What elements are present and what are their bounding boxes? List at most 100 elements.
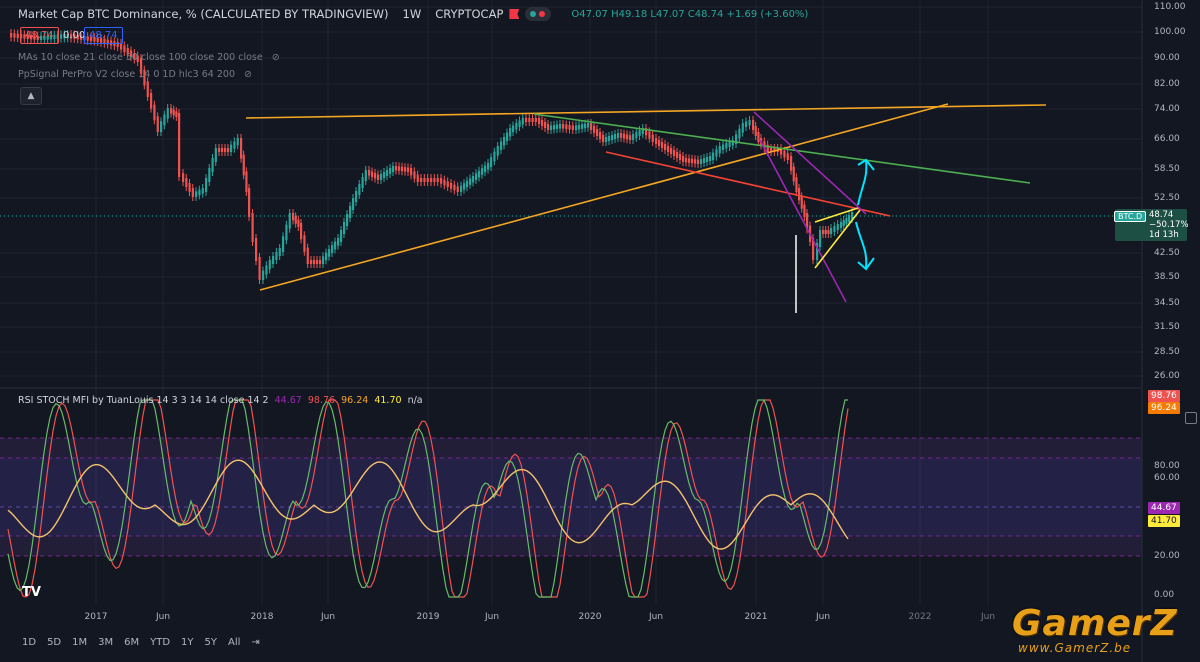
- period-6m[interactable]: 6M: [124, 637, 140, 648]
- rsi-tag-3: 44.67: [1148, 502, 1180, 514]
- candle-body: [803, 204, 806, 217]
- flag-icon[interactable]: [509, 9, 520, 19]
- buy-price-box[interactable]: 48.74: [84, 27, 123, 44]
- candle-body: [368, 170, 371, 176]
- up-arrow-head: [857, 158, 875, 171]
- rsi-value-3: 96.24: [341, 395, 369, 406]
- candle-body: [404, 167, 407, 172]
- time-tick-label: Jun: [980, 612, 996, 622]
- sell-price-box[interactable]: 48.74: [20, 27, 59, 44]
- candle-body: [377, 174, 380, 180]
- period-5d[interactable]: 5D: [47, 637, 62, 648]
- candle-body: [262, 270, 265, 280]
- rsi-title: RSI STOCH MFI by TuanLouis 14 3 3 14 14 …: [18, 395, 269, 406]
- candle-body: [43, 35, 46, 40]
- market-status-icon[interactable]: [525, 7, 552, 21]
- period-3m[interactable]: 3M: [98, 637, 114, 648]
- candle-body: [550, 125, 553, 130]
- candle-body: [282, 236, 285, 252]
- price-tick-label: 28.50: [1154, 347, 1180, 357]
- ppsignal-indicator-label[interactable]: PpSignal PerPro V2 close 14 0 1D hlc3 64…: [18, 69, 252, 80]
- candle-body: [547, 124, 550, 130]
- candle-body: [752, 120, 755, 130]
- candle-body: [587, 123, 590, 128]
- candle-body: [172, 109, 175, 116]
- scale-settings-icon[interactable]: [1185, 412, 1197, 424]
- candle-body: [667, 146, 670, 152]
- candle-body: [188, 183, 191, 192]
- rsi-tag-2: 96.24: [1148, 402, 1180, 414]
- candle-body: [562, 124, 565, 129]
- candle-body: [352, 198, 355, 210]
- period-1y[interactable]: 1Y: [181, 637, 194, 648]
- candle-body: [798, 188, 801, 201]
- candle-body: [664, 144, 667, 150]
- candle-body: [773, 148, 776, 152]
- tradingview-logo[interactable]: TV: [22, 585, 41, 600]
- candle-body: [578, 124, 581, 130]
- period-5y[interactable]: 5Y: [204, 637, 218, 648]
- period-ytd[interactable]: YTD: [150, 637, 171, 648]
- candle-body: [110, 40, 113, 46]
- candle-body: [506, 132, 509, 141]
- candle-body: [632, 134, 635, 140]
- candle-body: [673, 150, 676, 156]
- ma-indicator-text: MAs 10 close 21 close 50 close 100 close…: [18, 52, 263, 63]
- green-trendline: [533, 113, 1031, 184]
- price-tick-label: 26.00: [1154, 371, 1180, 381]
- candle-body: [487, 163, 490, 170]
- candle-body: [96, 37, 99, 42]
- candle-body: [528, 118, 531, 122]
- candle-body: [313, 260, 316, 264]
- candle-body: [80, 35, 83, 40]
- candle-body: [166, 108, 169, 119]
- candle-body: [383, 172, 386, 178]
- interval-label[interactable]: 1W: [402, 7, 422, 21]
- time-tick-label: Jun: [648, 612, 664, 622]
- eye-hidden-icon[interactable]: ⊘: [244, 69, 252, 80]
- rsi-bands: [0, 437, 1142, 557]
- candle-body: [93, 37, 96, 42]
- price-tick-label: 38.50: [1154, 272, 1180, 282]
- candle-body: [490, 157, 493, 167]
- candle-body: [430, 178, 433, 182]
- candle-body: [133, 53, 136, 60]
- candle-body: [248, 188, 251, 217]
- candle-body: [851, 212, 854, 219]
- candle-body: [766, 144, 769, 152]
- candle-body: [358, 184, 361, 195]
- candle-body: [757, 132, 760, 142]
- stoch-d-line: [7, 399, 848, 598]
- period-1m[interactable]: 1M: [72, 637, 88, 648]
- watermark-url: www.GamerZ.be: [1018, 641, 1132, 655]
- candle-body: [50, 35, 53, 40]
- rsi-panel-legend[interactable]: RSI STOCH MFI by TuanLouis 14 3 3 14 14 …: [18, 395, 423, 406]
- candle-body: [389, 168, 392, 174]
- candle-body: [355, 191, 358, 202]
- ma-indicator-label[interactable]: MAs 10 close 21 close 50 close 100 close…: [18, 52, 280, 63]
- candle-body: [306, 247, 309, 264]
- candle-body: [584, 123, 587, 129]
- symbol-title[interactable]: Market Cap BTC Dominance, % (CALCULATED …: [18, 7, 389, 21]
- price-tick-label: 42.50: [1154, 248, 1180, 258]
- rsi-value-4: 41.70: [374, 395, 402, 406]
- candle-body: [800, 196, 803, 209]
- candle-body: [26, 34, 29, 39]
- chart-grid: [0, 0, 1142, 605]
- candle-body: [100, 38, 103, 43]
- period-1d[interactable]: 1D: [22, 637, 37, 648]
- period-all[interactable]: All: [228, 637, 241, 648]
- candle-body: [822, 230, 825, 234]
- candle-body: [13, 33, 16, 38]
- rsi-lines: [7, 399, 849, 598]
- candle-body: [392, 166, 395, 172]
- date-range-icon[interactable]: ⇥: [251, 637, 260, 648]
- candle-body: [160, 121, 163, 132]
- eye-hidden-icon[interactable]: ⊘: [271, 52, 280, 63]
- candle-body: [503, 137, 506, 146]
- candle-body: [812, 238, 815, 260]
- candle-body: [242, 154, 245, 176]
- collapse-legend-button[interactable]: ▲: [20, 87, 42, 105]
- price-tick-label: 100.00: [1154, 27, 1186, 37]
